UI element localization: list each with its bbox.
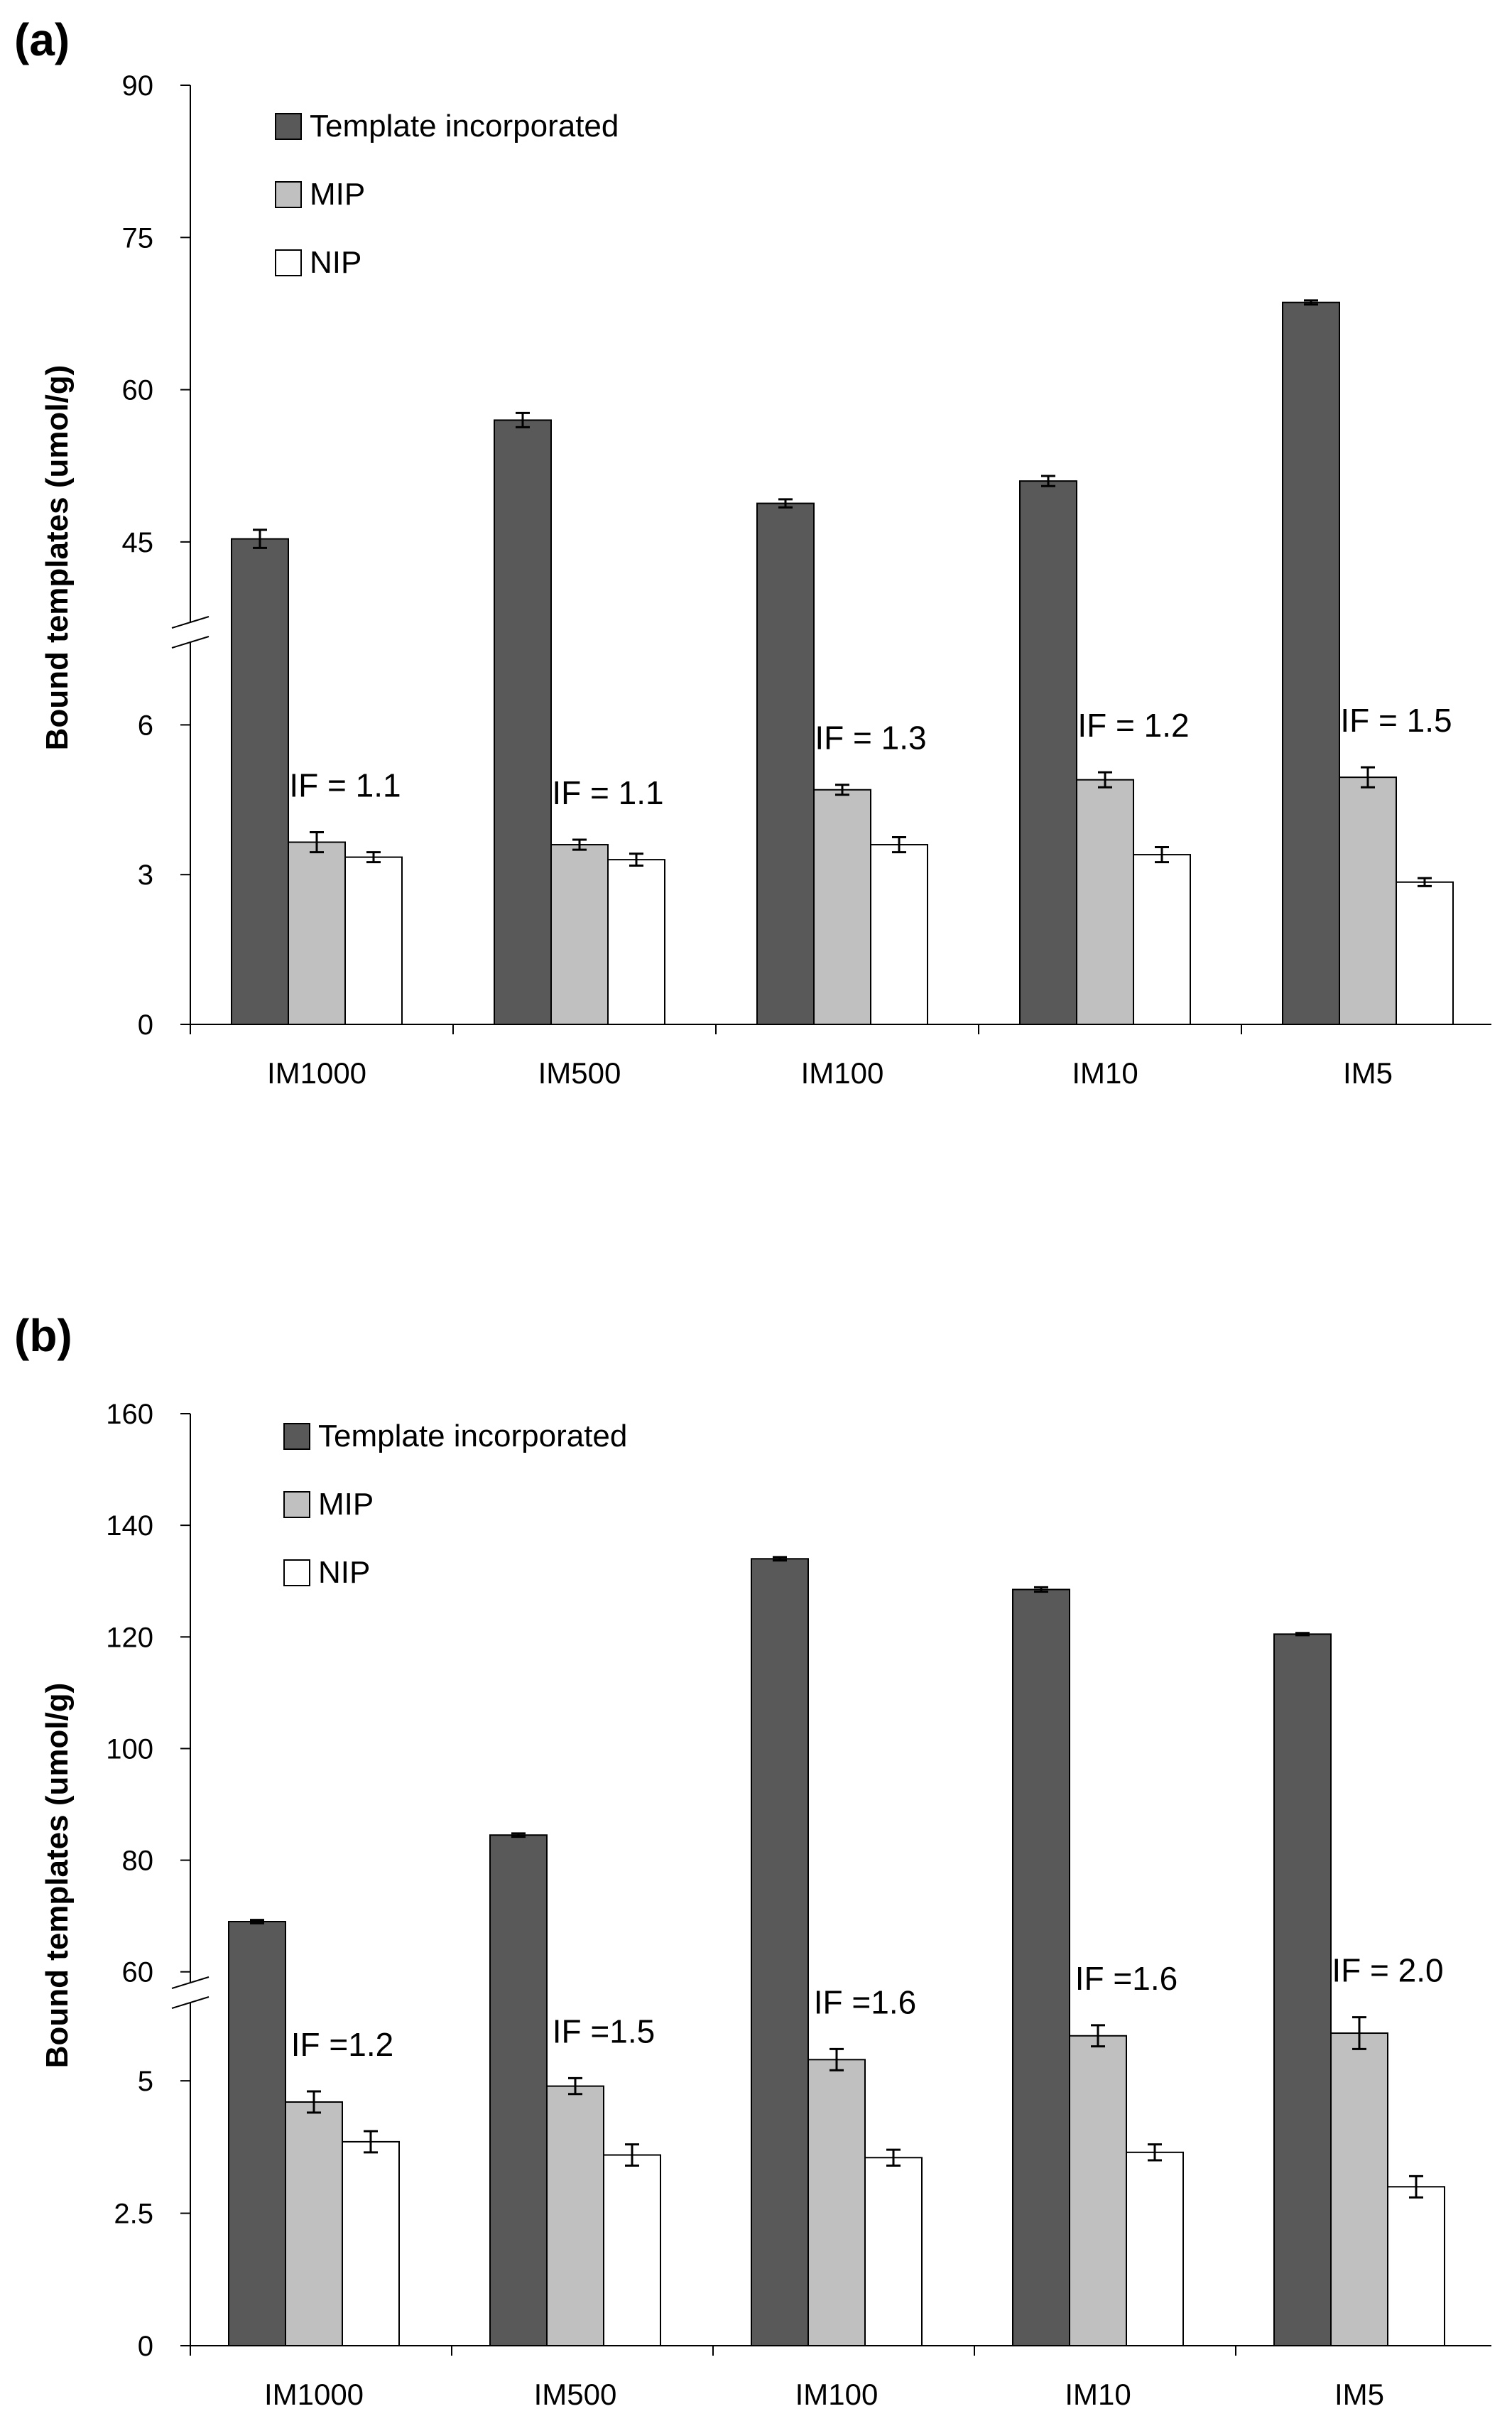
bar-template-incorporated: [1273, 1633, 1332, 2347]
bar-template-incorporated: [751, 1558, 809, 2346]
bar-template-incorporated: [756, 502, 815, 1025]
y-tick-label: 3: [138, 860, 153, 891]
y-axis-label: Bound templates (umol/g): [40, 365, 75, 751]
legend-label: MIP: [318, 1487, 374, 1522]
if-annotation: IF = 1.1: [289, 767, 401, 803]
y-tick-label: 60: [122, 375, 154, 406]
x-category-label: IM10: [1065, 2378, 1131, 2411]
y-axis-label: Bound templates (umol/g): [40, 1683, 75, 2069]
y-tick-label: 120: [106, 1622, 153, 1653]
x-category-label: IM1000: [264, 2378, 364, 2411]
x-category-label: IM500: [538, 1056, 621, 1090]
bar-mip: [1069, 2035, 1127, 2346]
axis-break-mark: [171, 636, 210, 649]
chart-panel-b: (b) Bound templates (umol/g) 0 2.5 5 60 80 10…: [14, 1310, 1491, 2411]
x-category-label: IM100: [795, 2378, 879, 2411]
legend-swatch: [283, 1491, 310, 1518]
if-annotation: IF = 1.2: [1077, 707, 1189, 744]
bar-template-incorporated: [1019, 480, 1077, 1025]
bar-nip: [1133, 854, 1191, 1026]
x-category-label: IM5: [1334, 2378, 1384, 2411]
y-tick-label: 60: [122, 1957, 154, 1988]
legend-label: MIP: [310, 177, 365, 212]
bar-nip: [1396, 881, 1454, 1025]
y-tick-label: 45: [122, 527, 154, 558]
bar-template-incorporated: [494, 419, 552, 1025]
if-annotation: IF =1.6: [814, 1983, 916, 2020]
bar-template-incorporated: [228, 1921, 286, 2346]
if-annotation: IF =1.2: [291, 2026, 393, 2063]
x-category-label: IM500: [534, 2378, 617, 2411]
if-annotation: IF =1.6: [1075, 1960, 1177, 1997]
if-annotation: IF = 1.1: [552, 774, 663, 811]
bar-nip: [1387, 2186, 1445, 2346]
bar-template-incorporated: [1282, 301, 1340, 1025]
bar-mip: [1330, 2032, 1388, 2346]
bar-nip: [344, 856, 403, 1026]
legend-swatch: [275, 181, 302, 208]
legend-label: NIP: [310, 245, 361, 280]
bar-nip: [342, 2140, 400, 2346]
y-tick-label: 0: [138, 2331, 153, 2362]
legend-swatch: [275, 113, 302, 140]
y-tick-label: 100: [106, 1733, 153, 1765]
y-tick-label: 160: [106, 1399, 153, 1430]
bar-mip: [288, 841, 346, 1025]
bar-mip: [807, 2059, 866, 2346]
bar-mip: [546, 2085, 604, 2347]
bar-nip: [607, 859, 665, 1025]
axis-break-mark: [171, 1976, 210, 1989]
bar-mip: [285, 2101, 343, 2346]
x-category-label: IM1000: [267, 1056, 366, 1090]
axis-break-mark: [171, 616, 210, 629]
legend-swatch: [283, 1423, 310, 1450]
bar-mip: [813, 789, 871, 1026]
y-tick-label: 5: [138, 2066, 153, 2097]
bar-mip: [1076, 779, 1134, 1026]
bar-nip: [1126, 2151, 1184, 2346]
bar-template-incorporated: [489, 1834, 548, 2347]
bar-template-incorporated: [1012, 1588, 1070, 2346]
x-category-label: IM100: [801, 1056, 884, 1090]
legend-label: Template incorporated: [318, 1419, 627, 1453]
x-category-label: IM5: [1343, 1056, 1393, 1090]
y-tick-label: 2.5: [114, 2199, 153, 2230]
chart-panel-a: (a) Bound templates (umol/g) 0 3 6 45 60 75 90…: [14, 14, 1491, 1090]
panel-label: (b): [14, 1310, 72, 1361]
y-tick-label: 6: [138, 710, 153, 741]
axis-break-mark: [171, 1996, 210, 2009]
legend-label: NIP: [318, 1555, 370, 1590]
if-annotation: IF = 1.3: [815, 720, 926, 757]
bar-mip: [550, 844, 609, 1026]
y-tick-label: 80: [122, 1846, 154, 1877]
legend-label: Template incorporated: [310, 109, 619, 143]
bar-template-incorporated: [231, 538, 289, 1025]
legend-swatch: [283, 1559, 310, 1586]
bar-mip: [1339, 776, 1397, 1026]
bar-nip: [870, 844, 928, 1026]
legend-swatch: [275, 249, 302, 276]
y-tick-label: 140: [106, 1510, 153, 1542]
if-annotation: IF =1.5: [553, 2013, 655, 2049]
panel-label: (a): [14, 14, 70, 65]
bar-nip: [864, 2157, 923, 2347]
y-tick-label: 0: [138, 1009, 153, 1041]
if-annotation: IF = 1.5: [1340, 702, 1452, 739]
y-tick-label: 75: [122, 222, 154, 254]
x-category-label: IM10: [1072, 1056, 1138, 1090]
bar-nip: [603, 2154, 661, 2347]
if-annotation: IF = 2.0: [1332, 1952, 1443, 1989]
y-tick-label: 90: [122, 70, 154, 102]
